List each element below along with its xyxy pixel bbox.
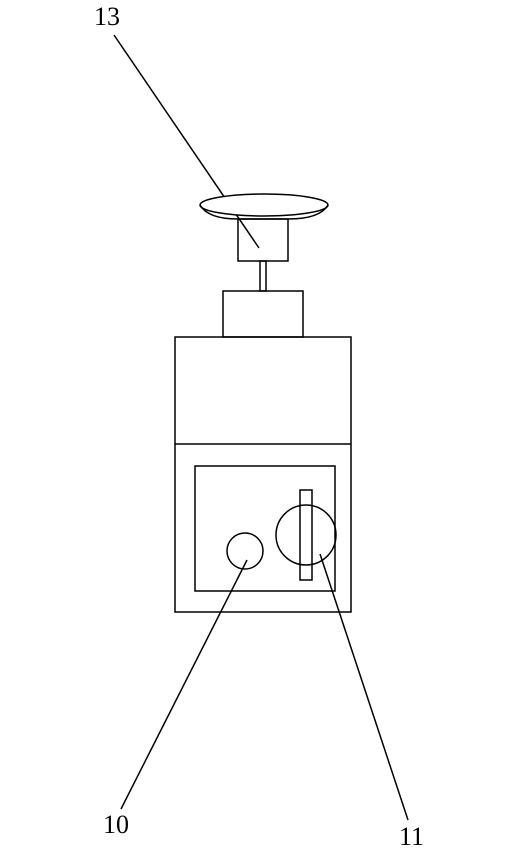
callout-label-10: 10 <box>103 810 129 840</box>
callout-label-13: 13 <box>94 2 120 32</box>
big-dial <box>276 505 336 565</box>
callout-label-11: 11 <box>399 822 424 852</box>
neck-upper <box>238 219 288 261</box>
control-panel <box>195 466 335 591</box>
disc-top-ellipse <box>200 194 328 216</box>
dial-lever <box>300 490 312 580</box>
leader-line-11 <box>320 554 408 820</box>
leader-line-10 <box>121 560 247 809</box>
main-body <box>175 337 351 612</box>
stem <box>260 261 266 291</box>
leader-line-13 <box>114 35 259 248</box>
neck-lower <box>223 291 303 337</box>
